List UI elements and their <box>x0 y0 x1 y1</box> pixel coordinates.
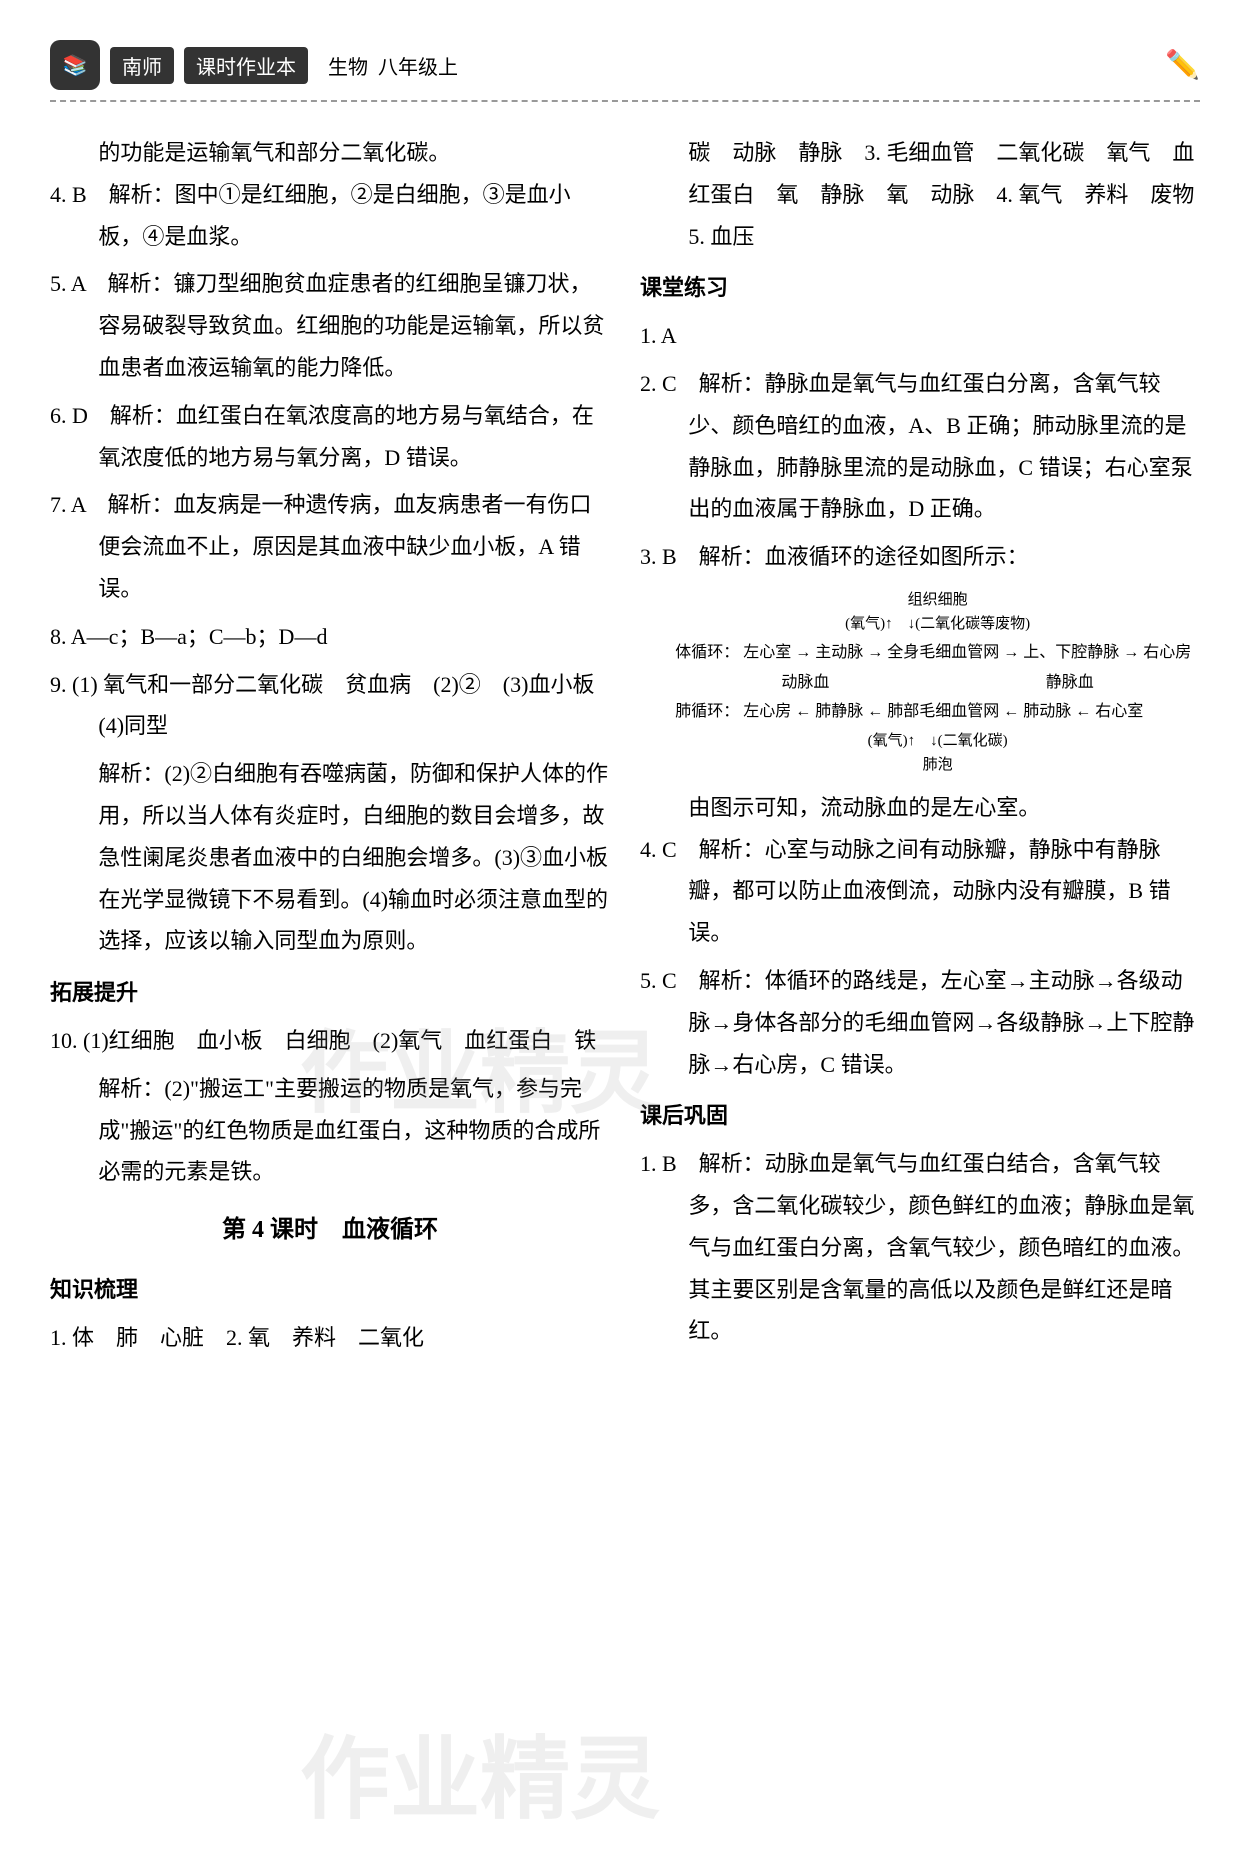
practice-1: 1. A <box>640 315 1200 357</box>
tuozhan-heading: 拓展提升 <box>50 972 610 1014</box>
diagram-top-arrows: (氧气)↑ ↓(二氧化碳等废物) <box>675 612 1200 636</box>
lesson-4-title: 第 4 课时 血液循环 <box>50 1208 610 1254</box>
question-9-explain: 解析：(2)②白细胞有吞噬病菌，防御和保护人体的作用，所以当人体有炎症时，白细胞… <box>50 753 610 962</box>
left-column: 的功能是运输氧气和部分二氧化碳。 4. B 解析：图中①是红细胞，②是白细胞，③… <box>50 132 610 1364</box>
row1-label: 体循环： <box>675 640 739 666</box>
top-continuation: 碳 动脉 静脉 3. 毛细血管 二氧化碳 氧气 血红蛋白 氧 静脉 氧 动脉 4… <box>640 132 1200 257</box>
page-header: 📚 南师 课时作业本 生物 八年级上 ✏️ <box>50 40 1200 102</box>
content-wrapper: 的功能是运输氧气和部分二氧化碳。 4. B 解析：图中①是红细胞，②是白细胞，③… <box>50 132 1200 1364</box>
pencil-icon: ✏️ <box>1165 48 1200 82</box>
diagram-top-label: 组织细胞 <box>675 588 1200 612</box>
practice-5: 5. C 解析：体循环的路线是，左心室→主动脉→各级动脉→身体各部分的毛细血管网… <box>640 960 1200 1085</box>
mid-right: 静脉血 <box>1046 670 1094 696</box>
diagram-bottom-label: 肺泡 <box>675 753 1200 777</box>
diagram-row-2: 肺循环： 左心房 ← 肺静脉 ← 肺部毛细血管网 ← 肺动脉 ← 右心室 <box>675 699 1200 725</box>
row1-flow: 左心室 → 主动脉 → 全身毛细血管网 → 上、下腔静脉 → 右心房 <box>743 640 1191 666</box>
practice-4: 4. C 解析：心室与动脉之间有动脉瓣，静脉中有静脉瓣，都可以防止血液倒流，动脉… <box>640 829 1200 954</box>
practice-2: 2. C 解析：静脉血是氧气与血红蛋白分离，含氧气较少、颜色暗红的血液，A、B … <box>640 363 1200 530</box>
question-4: 4. B 解析：图中①是红细胞，②是白细胞，③是血小板，④是血浆。 <box>50 174 610 258</box>
diagram-bottom-arrows: (氧气)↑ ↓(二氧化碳) <box>675 729 1200 753</box>
question-10-main: 10. (1)红细胞 血小板 白细胞 (2)氧气 血红蛋白 铁 <box>50 1020 610 1062</box>
mid-left: 动脉血 <box>781 670 829 696</box>
question-5: 5. A 解析：镰刀型细胞贫血症患者的红细胞呈镰刀状，容易破裂导致贫血。红细胞的… <box>50 263 610 388</box>
icon-glyph: 📚 <box>63 53 88 78</box>
kehou-heading: 课后巩固 <box>640 1095 1200 1137</box>
question-7: 7. A 解析：血友病是一种遗传病，血友病患者一有伤口便会流血不止，原因是其血液… <box>50 484 610 609</box>
series-badge: 课时作业本 <box>184 47 308 84</box>
intro-text: 的功能是运输氧气和部分二氧化碳。 <box>50 132 610 174</box>
practice-3-after: 由图示可知，流动脉血的是左心室。 <box>640 787 1200 829</box>
row2-flow: 左心房 ← 肺静脉 ← 肺部毛细血管网 ← 肺动脉 ← 右心室 <box>743 699 1143 725</box>
diagram-mid: 动脉血 静脉血 <box>675 670 1200 696</box>
circulation-diagram: 组织细胞 (氧气)↑ ↓(二氧化碳等废物) 体循环： 左心室 → 主动脉 → 全… <box>640 588 1200 777</box>
homework-1: 1. B 解析：动脉血是氧气与血红蛋白结合，含氧气较多，含二氧化碳较少，颜色鲜红… <box>640 1143 1200 1352</box>
question-9-main: 9. (1) 氧气和一部分二氧化碳 贫血病 (2)② (3)血小板 (4)同型 <box>50 664 610 748</box>
ketang-heading: 课堂练习 <box>640 267 1200 309</box>
question-10-explain: 解析：(2)"搬运工"主要搬运的物质是氧气，参与完成"搬运"的红色物质是血红蛋白… <box>50 1068 610 1193</box>
diagram-row-1: 体循环： 左心室 → 主动脉 → 全身毛细血管网 → 上、下腔静脉 → 右心房 <box>675 640 1200 666</box>
grade-label: 八年级上 <box>378 51 458 80</box>
question-6: 6. D 解析：血红蛋白在氧浓度高的地方易与氧结合，在氧浓度低的地方易与氧分离，… <box>50 395 610 479</box>
watermark-2: 作业精灵 <box>300 1706 660 1836</box>
row2-label: 肺循环： <box>675 699 739 725</box>
subject-label: 生物 <box>328 51 368 80</box>
right-column: 碳 动脉 静脉 3. 毛细血管 二氧化碳 氧气 血红蛋白 氧 静脉 氧 动脉 4… <box>640 132 1200 1364</box>
practice-3-intro: 3. B 解析：血液循环的途径如图所示： <box>640 536 1200 578</box>
brand-badge: 南师 <box>110 47 174 84</box>
knowledge-1: 1. 体 肺 心脏 2. 氧 养料 二氧化 <box>50 1317 610 1359</box>
zhishi-heading: 知识梳理 <box>50 1269 610 1311</box>
book-icon: 📚 <box>50 40 100 90</box>
question-8: 8. A—c；B—a；C—b；D—d <box>50 616 610 658</box>
